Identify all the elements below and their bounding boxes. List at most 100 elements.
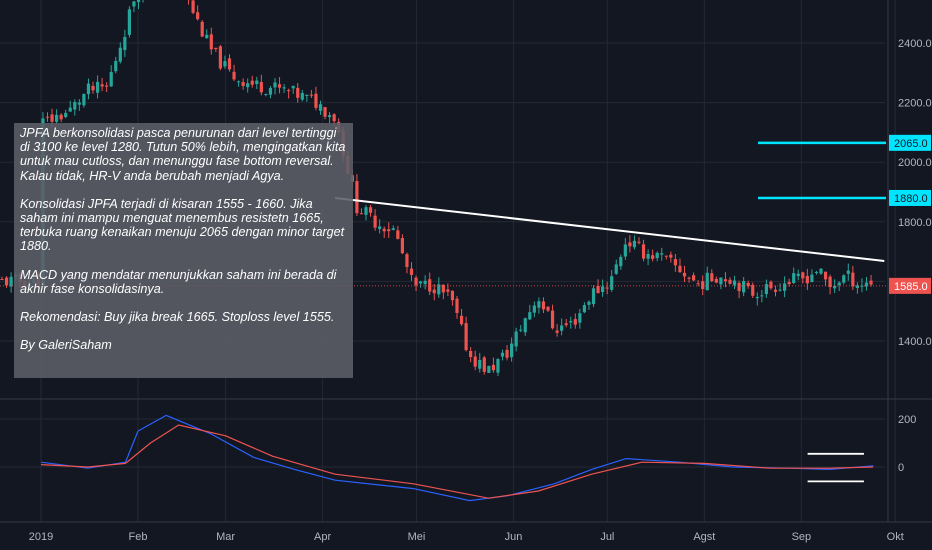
candle-body [846, 270, 850, 274]
candle-body [419, 281, 423, 284]
candle-body [510, 343, 514, 358]
candle-body [359, 213, 364, 215]
candle-body [95, 81, 100, 93]
candle-body [737, 282, 741, 292]
candle-body [842, 275, 846, 283]
candle-body [264, 93, 268, 95]
candle-body [114, 60, 118, 72]
candle-body [132, 1, 136, 7]
candle-body [282, 87, 286, 89]
candle-body [196, 12, 200, 20]
candle-body [837, 282, 841, 286]
candle-body [591, 288, 596, 305]
candle-body [582, 305, 586, 313]
candle-body [300, 93, 304, 100]
candle-body [601, 286, 605, 293]
level-label-text: 2065.0 [894, 138, 928, 150]
candle-body [705, 272, 709, 291]
candle-body [864, 282, 869, 287]
candle-body [751, 284, 755, 296]
candle-body [792, 273, 796, 284]
candle-body [86, 83, 91, 95]
candle-body [123, 36, 127, 51]
candle-body [318, 104, 323, 111]
candle-body [50, 114, 54, 122]
candle-body [218, 46, 222, 69]
candle-body [77, 102, 81, 105]
candle-body [378, 226, 382, 230]
candle-body [446, 289, 450, 292]
candle-body [714, 278, 718, 283]
candle-body [778, 289, 782, 291]
candle-body [805, 275, 809, 284]
candle-body [500, 352, 505, 357]
macd-series-1 [40, 424, 874, 499]
candle-body [4, 277, 9, 286]
note-paragraph-4: Rekomendasi: Buy jika break 1665. Stoplo… [20, 310, 335, 325]
candle-body [828, 276, 832, 288]
candle-body [787, 282, 791, 284]
time-tick-label: 2019 [29, 531, 53, 543]
candle-body [64, 112, 68, 118]
candle-body [400, 238, 404, 254]
candle-body [655, 252, 659, 259]
note-paragraph-2: Konsolidasi JPFA terjadi di kisaran 1555… [20, 196, 345, 254]
candle-body [491, 364, 495, 371]
candle-body [473, 356, 477, 367]
candle-body [423, 280, 427, 285]
candle-body [136, 0, 141, 3]
candle-body [55, 114, 59, 122]
resistance-trendline [335, 196, 885, 263]
candle-body [246, 83, 250, 88]
note-paragraph-3: MACD yang mendatar menunjukkan saham ini… [20, 267, 337, 296]
candle-body [209, 34, 213, 50]
candle-body [569, 321, 573, 323]
candle-body [637, 241, 641, 243]
candle-body [814, 271, 819, 273]
candle-body [405, 254, 409, 267]
candle-body [519, 329, 523, 331]
candle-body [432, 289, 436, 294]
candle-body [773, 289, 778, 292]
time-tick-label: Apr [314, 531, 331, 543]
candle-body [696, 283, 700, 285]
candle-body [746, 282, 750, 287]
candle-body [314, 93, 318, 108]
level-label-text: 1880.0 [894, 193, 928, 205]
candle-body [537, 301, 541, 308]
macd-tick-label: 200 [898, 414, 916, 426]
note-paragraph-1: JPFA berkonsolidasi pasca penurunan dari… [20, 126, 346, 183]
level-label-box [889, 134, 931, 151]
candle-body [701, 281, 705, 289]
candle-body [614, 264, 618, 274]
current-price-text: 1585.0 [894, 281, 928, 293]
candle-body [450, 290, 455, 301]
analysis-note: JPFA berkonsolidasi pasca penurunan dari… [14, 123, 353, 378]
candle-body [678, 265, 682, 273]
candle-body [59, 114, 63, 120]
candle-body [573, 319, 577, 325]
candle-body [459, 315, 464, 325]
time-tick-label: Feb [129, 531, 148, 543]
candle-body [560, 325, 564, 331]
candle-body [651, 255, 655, 259]
candle-body [682, 272, 687, 277]
candle-body [869, 280, 873, 285]
candle-body [68, 107, 72, 112]
price-tick-label: 2000.0 [898, 157, 932, 169]
time-tick-label: Sep [792, 531, 812, 543]
candle-body [487, 366, 491, 373]
candle-body [268, 88, 273, 95]
candle-body [323, 107, 327, 117]
candle-body [73, 102, 77, 110]
candle-body [373, 215, 377, 228]
candle-body [396, 230, 400, 239]
candle-body [555, 330, 559, 333]
candle-body [309, 94, 313, 96]
candle-body [391, 228, 395, 230]
candle-body [191, 0, 195, 13]
candle-body [632, 240, 637, 248]
candle-body [546, 306, 550, 311]
candle-body [482, 357, 486, 372]
candle-body [232, 71, 236, 80]
